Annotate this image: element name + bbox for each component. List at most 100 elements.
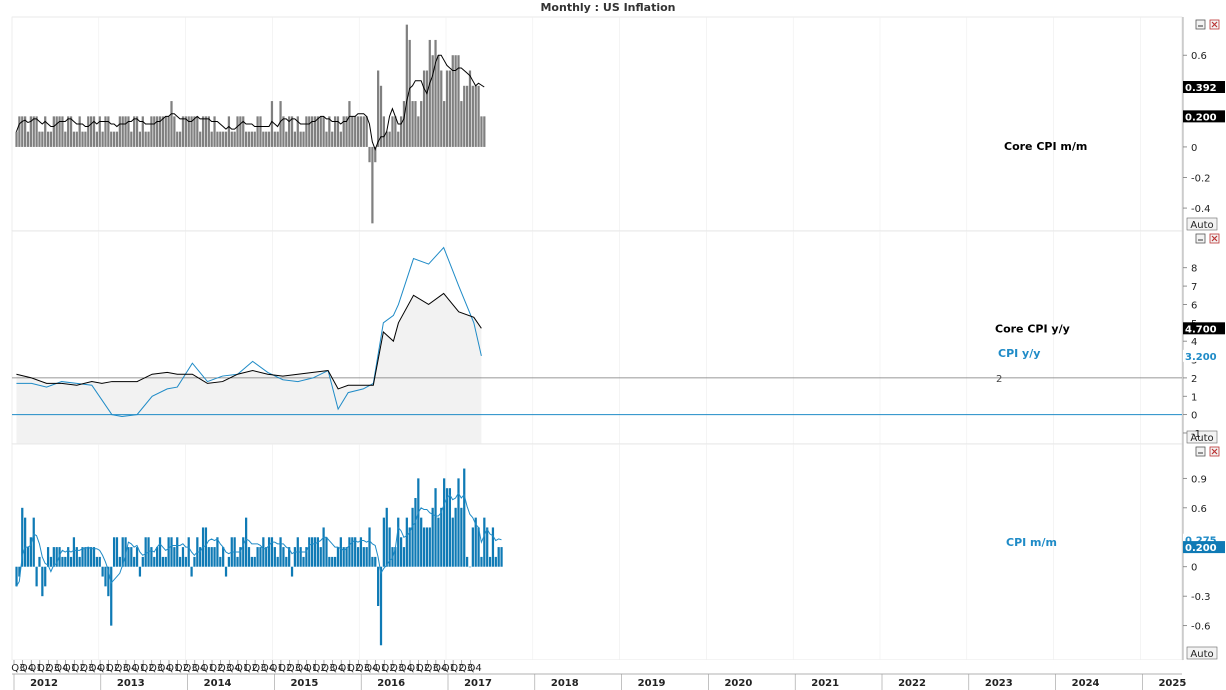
x-year-label: 2024	[1072, 678, 1100, 689]
cpi-mm-bar	[61, 556, 64, 567]
y-tick-label: -0.6	[1191, 622, 1211, 633]
x-quarter-label: Q2	[71, 663, 85, 674]
core-cpi-mm-bar	[417, 116, 420, 147]
x-quarter-label: Q3	[46, 663, 60, 674]
core-cpi-mm-bar	[336, 116, 340, 147]
cpi-mm-bar	[52, 547, 55, 567]
core-cpi-mm-bar	[247, 131, 251, 147]
core-cpi-mm-bar	[371, 146, 374, 224]
core-cpi-mm-bar	[170, 101, 173, 147]
core-cpi-mm-avg-line	[15, 54, 485, 151]
cpi-mm-bar	[21, 507, 24, 567]
core-cpi-mm-bar	[273, 131, 276, 147]
y-tick-label: -0.2	[1191, 174, 1211, 185]
x-quarter-label: Q1	[269, 663, 283, 674]
x-quarter-label: Q4	[364, 663, 378, 674]
cpi-mm-bar	[112, 537, 116, 567]
core-cpi-mm-bar	[362, 116, 365, 147]
core-cpi-mm-bar	[299, 131, 302, 147]
core-cpi-mm-bar	[408, 39, 411, 147]
x-quarter-label: Q1	[132, 663, 146, 674]
core-cpi-mm-bar	[118, 116, 121, 147]
cpi-mm-bar	[371, 556, 374, 567]
x-year-label: 2016	[377, 678, 405, 689]
core-cpi-mm-bar	[52, 116, 55, 147]
x-quarter-label: Q3	[115, 663, 129, 674]
core-cpi-mm-bar	[24, 116, 27, 147]
cpi-mm-bar	[138, 566, 142, 577]
cpi-mm-bar	[477, 527, 480, 567]
core-cpi-mm-bar	[293, 131, 297, 147]
x-quarter-label: Q3	[252, 663, 266, 674]
cpi-mm-bar	[273, 547, 276, 567]
cpi-mm-bar	[210, 547, 213, 567]
core-cpi-mm-bar	[354, 116, 357, 147]
x-quarter-label: Q1	[235, 663, 249, 674]
core-cpi-mm-bar	[227, 116, 231, 147]
core-cpi-mm-bar	[325, 131, 328, 147]
cpi-yoy-label: CPI y/y	[998, 347, 1040, 360]
cpi-mm-bar	[382, 517, 385, 567]
cpi-mm-bar	[75, 547, 78, 567]
cpi-mm-bar	[153, 556, 156, 567]
cpi-mm-bar	[84, 547, 87, 567]
cpi-mm-bar	[408, 527, 411, 567]
cpi-mm-bar	[207, 547, 210, 567]
cpi-mm-bar	[95, 556, 98, 567]
cpi-mm-bar	[276, 556, 279, 567]
core-cpi-mm-bar	[193, 116, 196, 147]
core-cpi-mm-bar	[216, 131, 219, 147]
x-quarter-label: Q2	[313, 663, 327, 674]
core-cpi-mm-bar	[463, 85, 466, 147]
last-value-tag-bg	[1183, 81, 1225, 94]
cpi-mm-bar	[460, 507, 463, 567]
minimize-icon	[1195, 233, 1206, 244]
cpi-mm-bar	[488, 556, 492, 567]
cpi-mm-bar	[468, 566, 472, 568]
core-cpi-mm-bar	[110, 131, 113, 147]
x-quarter-label: Q2	[209, 663, 223, 674]
auto-label: Auto	[1190, 649, 1213, 660]
core-cpi-mm-bar	[112, 131, 116, 147]
cpi-mm-bar	[253, 556, 256, 567]
core-cpi-mm-bar	[138, 131, 142, 147]
cpi-mm-bar	[150, 547, 153, 567]
last-value-tag-bg	[1183, 349, 1225, 362]
core-cpi-mm-bar	[49, 131, 53, 147]
cpi-mm-bar	[24, 517, 27, 567]
x-quarter-label: Q1	[201, 663, 215, 674]
cpi-mm-bar	[336, 547, 340, 567]
cpi-mm-bar	[497, 547, 500, 567]
x-quarter-label: Q3	[287, 663, 301, 674]
core-cpi-mm-bar	[365, 116, 368, 147]
cpi-mm-bar	[187, 537, 190, 567]
core-cpi-mm-bar	[21, 116, 24, 147]
panel-frame	[11, 443, 1183, 661]
x-quarter-label: Q1	[373, 663, 387, 674]
core-cpi-mm-bar	[253, 131, 256, 147]
cpi-mm-bar	[190, 566, 193, 577]
cpi-mm-bar	[285, 556, 288, 567]
core-cpi-mm-bar	[222, 131, 225, 147]
cpi-mm-bar	[471, 527, 474, 567]
core-cpi-mm-bar	[391, 116, 394, 147]
cpi-mm-bar	[245, 517, 248, 567]
core-cpi-mm-bar	[388, 131, 391, 147]
core-cpi-mm-bar	[55, 116, 58, 147]
cpi-mm-bar	[110, 566, 113, 626]
core-cpi-mm-bar	[176, 131, 179, 147]
cpi-mm-bar	[354, 537, 357, 567]
core-cpi-mm-bar	[414, 101, 417, 147]
auto-button-bg	[1186, 217, 1218, 231]
core-cpi-mm-bar	[81, 131, 84, 147]
x-quarter-label: Q4	[158, 663, 172, 674]
cpi-mm-bar	[167, 537, 170, 567]
core-cpi-mm-bar	[184, 116, 187, 147]
core-cpi-mm-bar	[345, 116, 348, 147]
x-quarter-label: Q2	[37, 663, 51, 674]
core-cpi-mm-bar	[210, 131, 213, 147]
core-cpi-mm-bar	[201, 116, 205, 147]
core-cpi-mm-bar	[460, 101, 463, 147]
cpi-mm-label: CPI m/m	[1006, 536, 1057, 549]
core-cpi-mm-bar	[313, 116, 317, 147]
